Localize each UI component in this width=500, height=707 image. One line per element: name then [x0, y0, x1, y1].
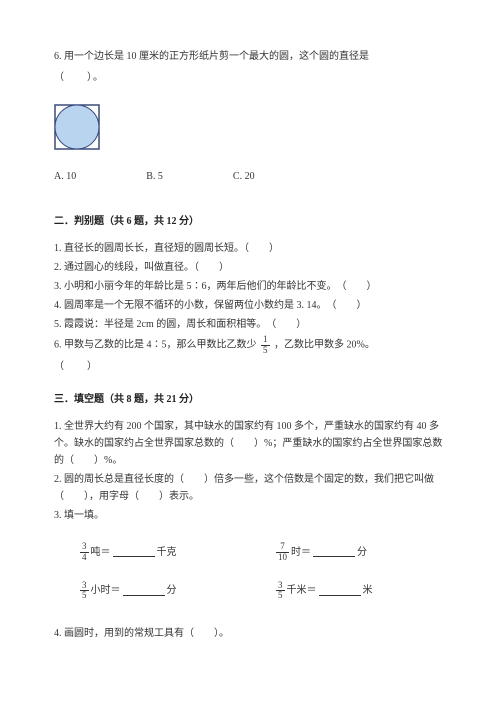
- conv-2-frac: 7 10: [276, 542, 289, 563]
- judge-5: 5. 霞霞说：半径是 2cm 的圆，周长和面积相等。 （ ）: [54, 316, 446, 333]
- judge-6: 6. 甲数与乙数的比是 4∶5，那么甲数比乙数少 1 5 ，乙数比甲数多 20%…: [54, 335, 446, 356]
- conv-4-frac: 3 5: [276, 581, 285, 602]
- blank-underline: [123, 586, 165, 596]
- judge-3: 3. 小明和小丽今年的年龄比是 5∶6，两年后他们的年龄比不变。 （ ）: [54, 278, 446, 295]
- fill-1: 1. 全世界大约有 200 个国家，其中缺水的国家约有 100 多个，严重缺水的…: [54, 418, 446, 469]
- section-3: 三．填空题（共 8 题，共 21 分） 1. 全世界大约有 200 个国家，其中…: [54, 391, 446, 643]
- judge-6-after: ，乙数比甲数多 20%。: [274, 340, 375, 351]
- section-3-title: 三．填空题（共 8 题，共 21 分）: [54, 391, 446, 408]
- blank-underline: [313, 547, 355, 557]
- choice-c: C. 20: [233, 168, 255, 185]
- judge-2: 2. 通过圆心的线段，叫做直径。（ ）: [54, 259, 446, 276]
- q6-choices: A. 10 B. 5 C. 20: [54, 168, 446, 185]
- square-circle-icon: [54, 104, 100, 150]
- question-6: 6. 用一个边长是 10 厘米的正方形纸片剪一个最大的圆，这个圆的直径是 （ ）…: [54, 48, 446, 185]
- conv-3-unit2: 分: [167, 582, 177, 599]
- judge-6-paren: （ ）: [54, 358, 446, 375]
- conv-1-unit1: 吨＝: [91, 544, 111, 561]
- choice-a: A. 10: [54, 168, 76, 185]
- conversion-row-1: 3 4 吨＝ 千克 7 10 时＝ 分: [54, 542, 446, 563]
- conv-3-frac: 3 5: [80, 581, 89, 602]
- section-2-title: 二．判别题（共 6 题，共 12 分）: [54, 213, 446, 230]
- section-2: 二．判别题（共 6 题，共 12 分） 1. 直径长的圆周长长，直径短的圆周长短…: [54, 213, 446, 375]
- q6-figure: [54, 104, 446, 150]
- fill-3-label: 3. 填一填。: [54, 507, 446, 524]
- judge-4: 4. 圆周率是一个无限不循环的小数，保留两位小数约是 3. 14。 （ ）: [54, 297, 446, 314]
- conv-1-unit2: 千克: [157, 544, 177, 561]
- conv-1-frac: 3 4: [80, 542, 89, 563]
- blank-underline: [113, 547, 155, 557]
- fill-4: 4. 画圆时，用到的常规工具有（ ）。: [54, 625, 446, 642]
- conv-2-unit1: 时＝: [291, 544, 311, 561]
- frac-den: 5: [261, 346, 270, 356]
- conv-1: 3 4 吨＝ 千克: [54, 542, 250, 563]
- conv-2: 7 10 时＝ 分: [250, 542, 446, 563]
- conv-4-unit2: 米: [363, 582, 373, 599]
- blank-underline: [319, 586, 361, 596]
- q6-paren: （ ）。: [54, 69, 446, 86]
- judge-6-fraction: 1 5: [261, 335, 270, 356]
- conv-4-unit1: 千米＝: [287, 582, 317, 599]
- conv-3: 3 5 小时＝ 分: [54, 581, 250, 602]
- fill-2: 2. 圆的周长总是直径长度的（ ）倍多一些，这个倍数是个固定的数，我们把它叫做（…: [54, 471, 446, 505]
- conv-4: 3 5 千米＝ 米: [250, 581, 446, 602]
- conv-2-unit2: 分: [357, 544, 367, 561]
- conversion-row-2: 3 5 小时＝ 分 3 5 千米＝ 米: [54, 581, 446, 602]
- judge-1: 1. 直径长的圆周长长，直径短的圆周长短。（ ）: [54, 240, 446, 257]
- choice-b: B. 5: [146, 168, 163, 185]
- conv-3-unit1: 小时＝: [91, 582, 121, 599]
- q6-text: 6. 用一个边长是 10 厘米的正方形纸片剪一个最大的圆，这个圆的直径是: [54, 48, 446, 65]
- judge-6-before: 6. 甲数与乙数的比是 4∶5，那么甲数比乙数少: [54, 340, 257, 351]
